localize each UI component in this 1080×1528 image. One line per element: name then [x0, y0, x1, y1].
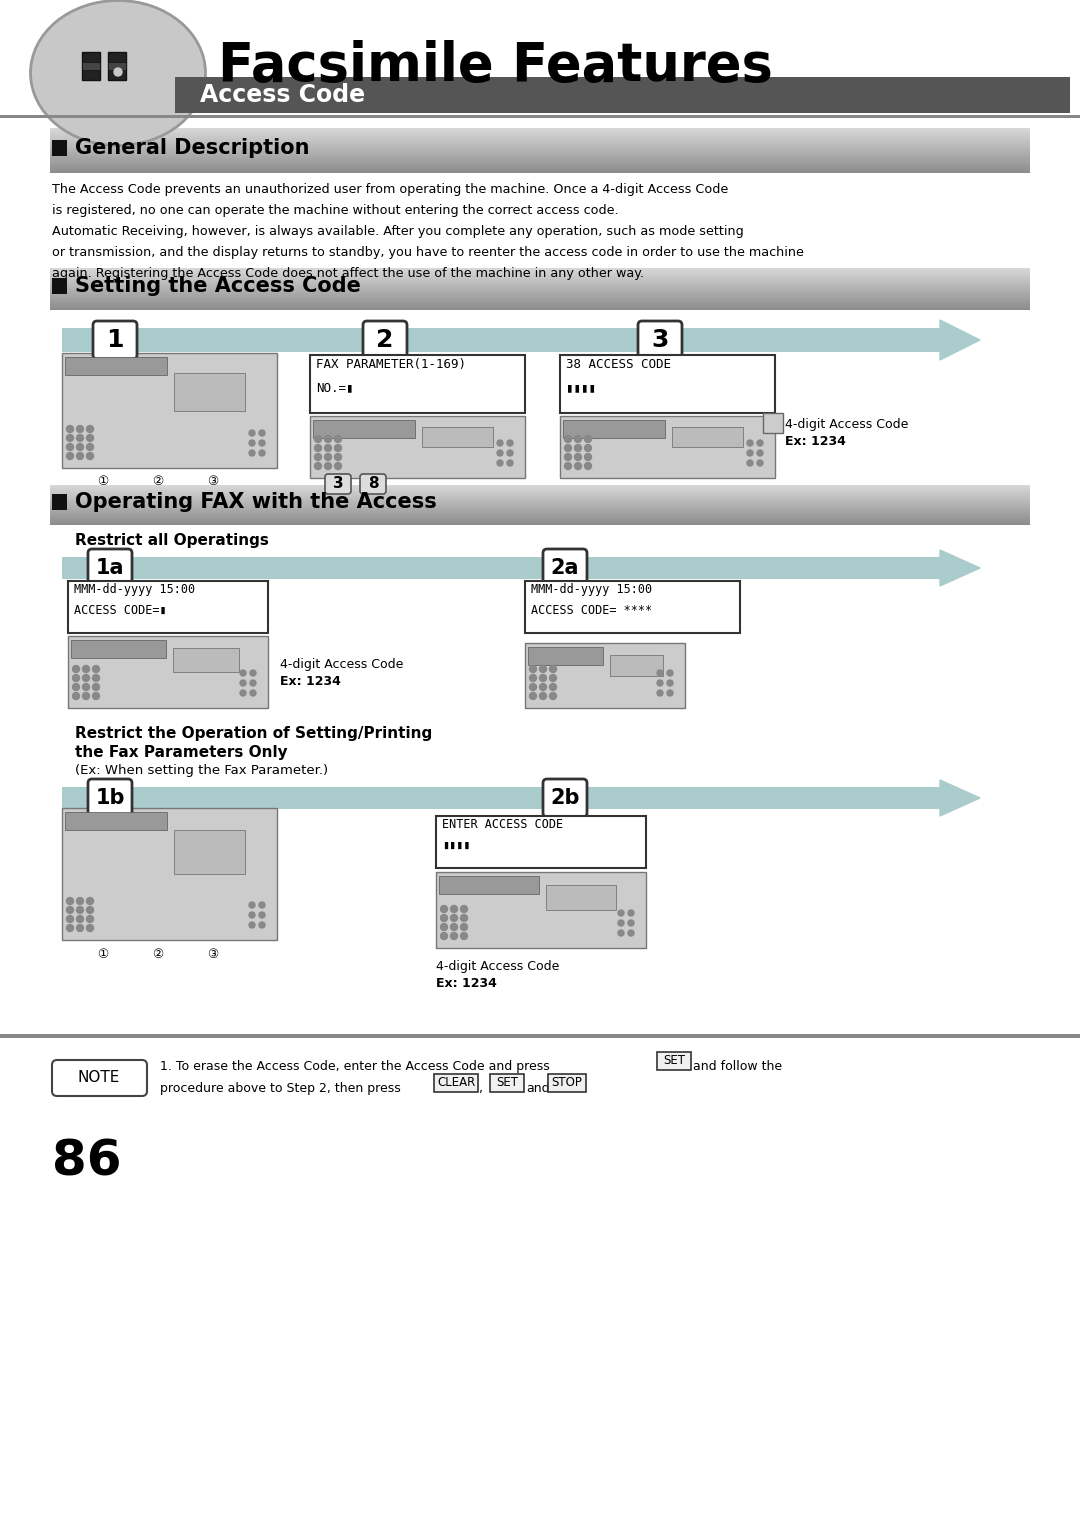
Circle shape — [93, 674, 99, 681]
FancyBboxPatch shape — [360, 474, 386, 494]
Circle shape — [249, 691, 256, 695]
Circle shape — [324, 435, 332, 443]
Text: 8: 8 — [367, 477, 378, 492]
Circle shape — [757, 460, 762, 466]
Text: Setting the Access Code: Setting the Access Code — [75, 277, 361, 296]
Circle shape — [72, 674, 80, 681]
Circle shape — [450, 923, 458, 931]
FancyBboxPatch shape — [50, 267, 1030, 310]
Circle shape — [441, 914, 447, 921]
Text: CLEAR: CLEAR — [437, 1077, 475, 1089]
Circle shape — [77, 915, 83, 923]
FancyBboxPatch shape — [610, 656, 663, 675]
Circle shape — [575, 454, 581, 460]
Circle shape — [77, 452, 83, 460]
FancyBboxPatch shape — [762, 413, 783, 432]
FancyBboxPatch shape — [0, 115, 1080, 118]
Text: 3: 3 — [333, 477, 343, 492]
Circle shape — [667, 691, 673, 695]
Circle shape — [565, 435, 571, 443]
Circle shape — [72, 666, 80, 672]
Text: Ex: 1234: Ex: 1234 — [436, 976, 497, 990]
Text: Ex: 1234: Ex: 1234 — [785, 435, 846, 448]
FancyBboxPatch shape — [65, 358, 167, 374]
Circle shape — [747, 460, 753, 466]
FancyBboxPatch shape — [672, 426, 743, 448]
Text: General Description: General Description — [75, 138, 310, 157]
FancyBboxPatch shape — [65, 811, 167, 830]
Circle shape — [460, 923, 468, 931]
Circle shape — [667, 669, 673, 675]
Circle shape — [657, 680, 663, 686]
Circle shape — [314, 435, 322, 443]
FancyBboxPatch shape — [546, 885, 616, 911]
Text: ③: ③ — [207, 475, 218, 487]
Circle shape — [240, 680, 246, 686]
Circle shape — [584, 454, 592, 460]
Circle shape — [529, 692, 537, 700]
Circle shape — [86, 924, 94, 932]
Text: NO.=▮: NO.=▮ — [316, 380, 353, 394]
Circle shape — [460, 932, 468, 940]
Text: 2: 2 — [376, 329, 394, 351]
Circle shape — [627, 931, 634, 937]
FancyBboxPatch shape — [108, 52, 126, 79]
Circle shape — [249, 921, 255, 927]
FancyBboxPatch shape — [62, 808, 276, 940]
FancyBboxPatch shape — [82, 52, 100, 79]
Circle shape — [93, 683, 99, 691]
Circle shape — [550, 692, 556, 700]
Text: ACCESS CODE= ****: ACCESS CODE= **** — [531, 604, 652, 617]
Circle shape — [249, 451, 255, 455]
FancyBboxPatch shape — [434, 1074, 478, 1093]
Circle shape — [497, 451, 503, 455]
FancyBboxPatch shape — [325, 474, 351, 494]
Circle shape — [249, 680, 256, 686]
Circle shape — [249, 912, 255, 918]
Circle shape — [86, 915, 94, 923]
FancyBboxPatch shape — [50, 128, 1030, 173]
Circle shape — [584, 445, 592, 451]
Circle shape — [335, 435, 341, 443]
Text: ▮▮▮▮: ▮▮▮▮ — [442, 839, 471, 851]
Circle shape — [575, 463, 581, 469]
Ellipse shape — [30, 0, 205, 145]
Circle shape — [565, 454, 571, 460]
Circle shape — [86, 452, 94, 460]
Text: 4-digit Access Code: 4-digit Access Code — [280, 659, 403, 671]
Circle shape — [529, 683, 537, 691]
FancyBboxPatch shape — [543, 779, 588, 817]
Text: ②: ② — [152, 947, 164, 961]
Circle shape — [314, 463, 322, 469]
FancyBboxPatch shape — [422, 426, 492, 448]
Circle shape — [507, 440, 513, 446]
Text: ①: ① — [97, 947, 109, 961]
Text: the Fax Parameters Only: the Fax Parameters Only — [75, 746, 287, 759]
Circle shape — [540, 683, 546, 691]
Circle shape — [86, 434, 94, 442]
FancyBboxPatch shape — [310, 354, 525, 413]
Text: procedure above to Step 2, then press: procedure above to Step 2, then press — [160, 1082, 401, 1096]
Text: is registered, no one can operate the machine without entering the correct acces: is registered, no one can operate the ma… — [52, 205, 619, 217]
Circle shape — [77, 924, 83, 932]
FancyBboxPatch shape — [175, 76, 1070, 113]
Text: Ex: 1234: Ex: 1234 — [280, 675, 341, 688]
Polygon shape — [940, 779, 980, 816]
Circle shape — [747, 440, 753, 446]
Text: and follow the: and follow the — [693, 1060, 782, 1073]
Text: The Access Code prevents an unauthorized user from operating the machine. Once a: The Access Code prevents an unauthorized… — [52, 183, 728, 196]
Text: 2b: 2b — [550, 788, 580, 808]
Circle shape — [540, 674, 546, 681]
FancyBboxPatch shape — [174, 830, 245, 874]
Text: ③: ③ — [207, 947, 218, 961]
Polygon shape — [940, 319, 980, 361]
FancyBboxPatch shape — [62, 558, 940, 579]
FancyBboxPatch shape — [525, 581, 740, 633]
FancyBboxPatch shape — [52, 141, 67, 156]
Circle shape — [77, 443, 83, 451]
Circle shape — [657, 669, 663, 675]
FancyBboxPatch shape — [71, 640, 166, 659]
Circle shape — [441, 932, 447, 940]
Circle shape — [259, 429, 265, 435]
